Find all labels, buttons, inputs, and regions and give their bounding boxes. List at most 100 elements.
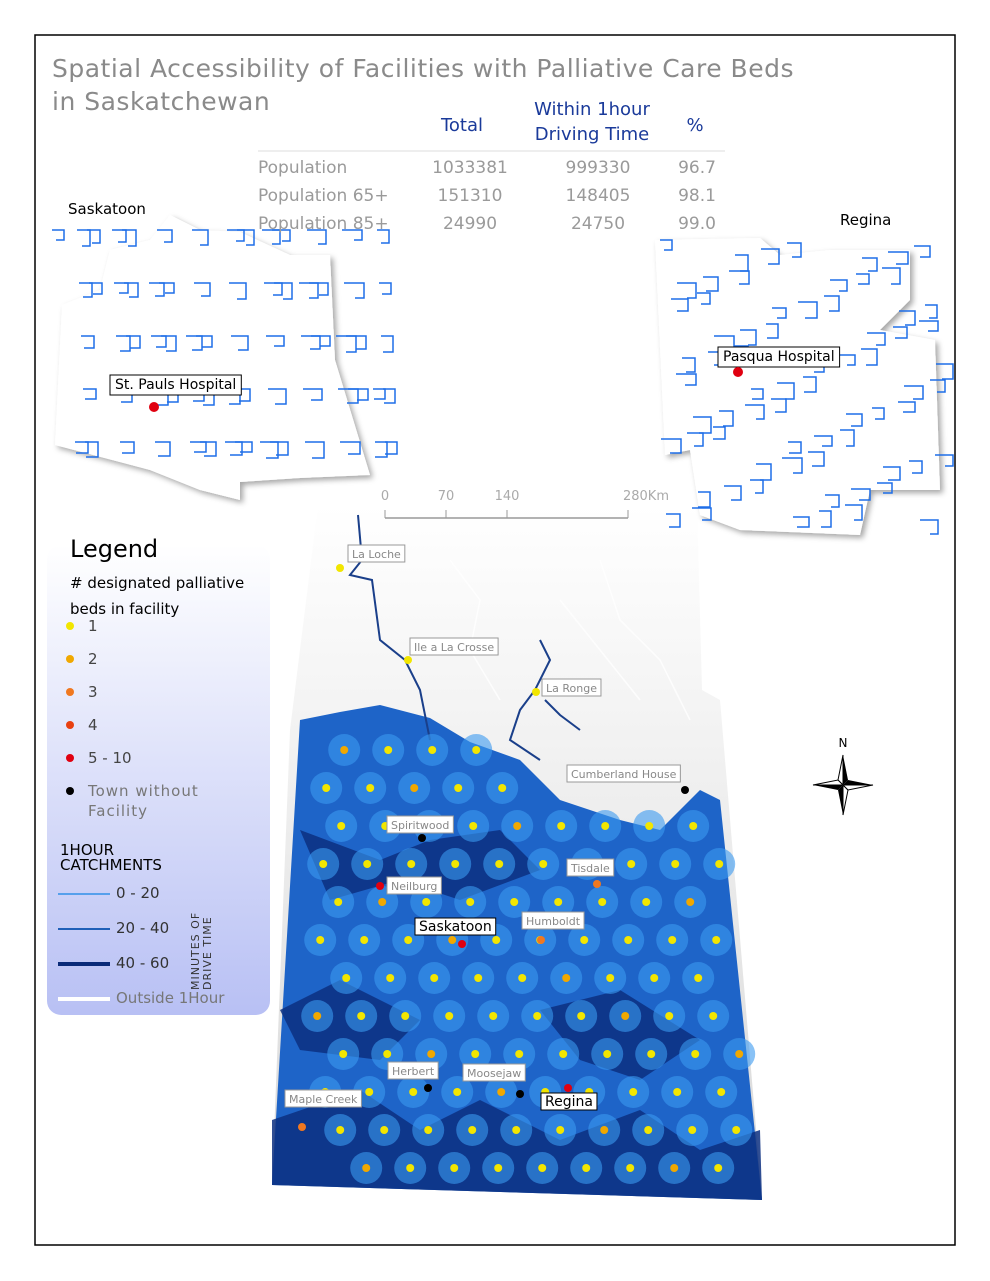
facility (686, 898, 695, 906)
street (882, 267, 901, 285)
place-dot (404, 656, 412, 664)
street (192, 229, 209, 246)
street (751, 388, 764, 400)
facility (340, 746, 349, 754)
place-label-box (541, 678, 602, 697)
facility (448, 936, 457, 944)
street (719, 410, 734, 427)
facility (691, 1050, 700, 1058)
street (660, 239, 673, 251)
street (677, 282, 697, 299)
street (814, 435, 833, 447)
place-label: Ile a La Crosse (414, 641, 494, 654)
table-cell: 999330 (565, 158, 631, 178)
street (260, 441, 279, 459)
table-header: % (686, 115, 704, 136)
facility (627, 860, 636, 868)
table-cell: 24750 (570, 214, 626, 234)
street (186, 335, 203, 351)
facility (365, 1088, 374, 1096)
facility (557, 822, 566, 830)
hospital-dot (733, 367, 743, 377)
facility (582, 1164, 591, 1172)
street (671, 298, 689, 312)
facility (510, 898, 519, 906)
facility (513, 822, 522, 830)
facility (621, 1012, 630, 1020)
place-label: Regina (545, 1094, 593, 1110)
street (235, 441, 253, 453)
street (698, 491, 711, 508)
street (336, 335, 357, 353)
street (856, 273, 870, 285)
street (155, 441, 171, 457)
north-arrow: N (812, 736, 874, 816)
facility (386, 974, 395, 982)
legend-dot (66, 721, 74, 729)
place-label: La Loche (352, 548, 401, 561)
street (861, 348, 878, 366)
facility (313, 1012, 322, 1020)
facility (409, 1088, 418, 1096)
facility (694, 974, 703, 982)
street (771, 398, 787, 413)
facility (650, 974, 659, 982)
legend-dot (66, 688, 74, 696)
table-cell: 148405 (565, 186, 631, 206)
street (920, 519, 939, 535)
street (268, 388, 287, 405)
place-label-box (387, 1061, 439, 1080)
street (883, 466, 901, 481)
street (112, 229, 127, 243)
street (151, 335, 167, 348)
legend-line-label: Outside 1Hour (116, 989, 225, 1007)
legend-label: 4 (88, 716, 98, 734)
street (301, 335, 321, 350)
facility (424, 1126, 433, 1134)
street (904, 385, 924, 400)
street (936, 363, 954, 380)
facility (466, 898, 475, 906)
street (229, 282, 247, 300)
legend-title: Legend (70, 535, 159, 563)
legend-line-label: 0 - 20 (116, 884, 160, 902)
place-dot (532, 688, 540, 696)
place-label-box (566, 764, 681, 783)
street (846, 413, 863, 427)
facility (688, 1126, 697, 1134)
street (87, 229, 101, 244)
place-label: La Ronge (546, 682, 597, 695)
scale-label: 0 (381, 489, 389, 504)
facility (600, 1126, 609, 1134)
inset-hospital-box (109, 374, 242, 396)
facility (732, 1126, 741, 1134)
street (89, 282, 103, 295)
place-label-box (566, 858, 615, 877)
street (750, 479, 764, 494)
table-header: Within 1hour Driving Time (534, 99, 650, 145)
facility (380, 1126, 389, 1134)
facility (629, 1088, 638, 1096)
facility (474, 974, 483, 982)
facility (497, 1088, 506, 1096)
street (237, 229, 255, 246)
street (930, 379, 946, 393)
place-labels: La Loche Ile a La Crosse La Ronge Cumberlan… (284, 544, 689, 1131)
street (735, 254, 749, 272)
place-dot (458, 940, 466, 948)
street (75, 441, 89, 454)
facility (717, 1088, 726, 1096)
facility (430, 974, 439, 982)
place-dot (336, 564, 344, 572)
street (79, 282, 93, 298)
facility (357, 1012, 366, 1020)
place-dot (418, 834, 426, 842)
street (264, 282, 283, 296)
facility (427, 1050, 436, 1058)
street (782, 457, 803, 474)
legend-dot (66, 754, 74, 762)
inset-city: Regina (840, 211, 891, 229)
facility (538, 1164, 547, 1172)
table-cell: 1033381 (432, 158, 508, 178)
facility (366, 784, 375, 792)
